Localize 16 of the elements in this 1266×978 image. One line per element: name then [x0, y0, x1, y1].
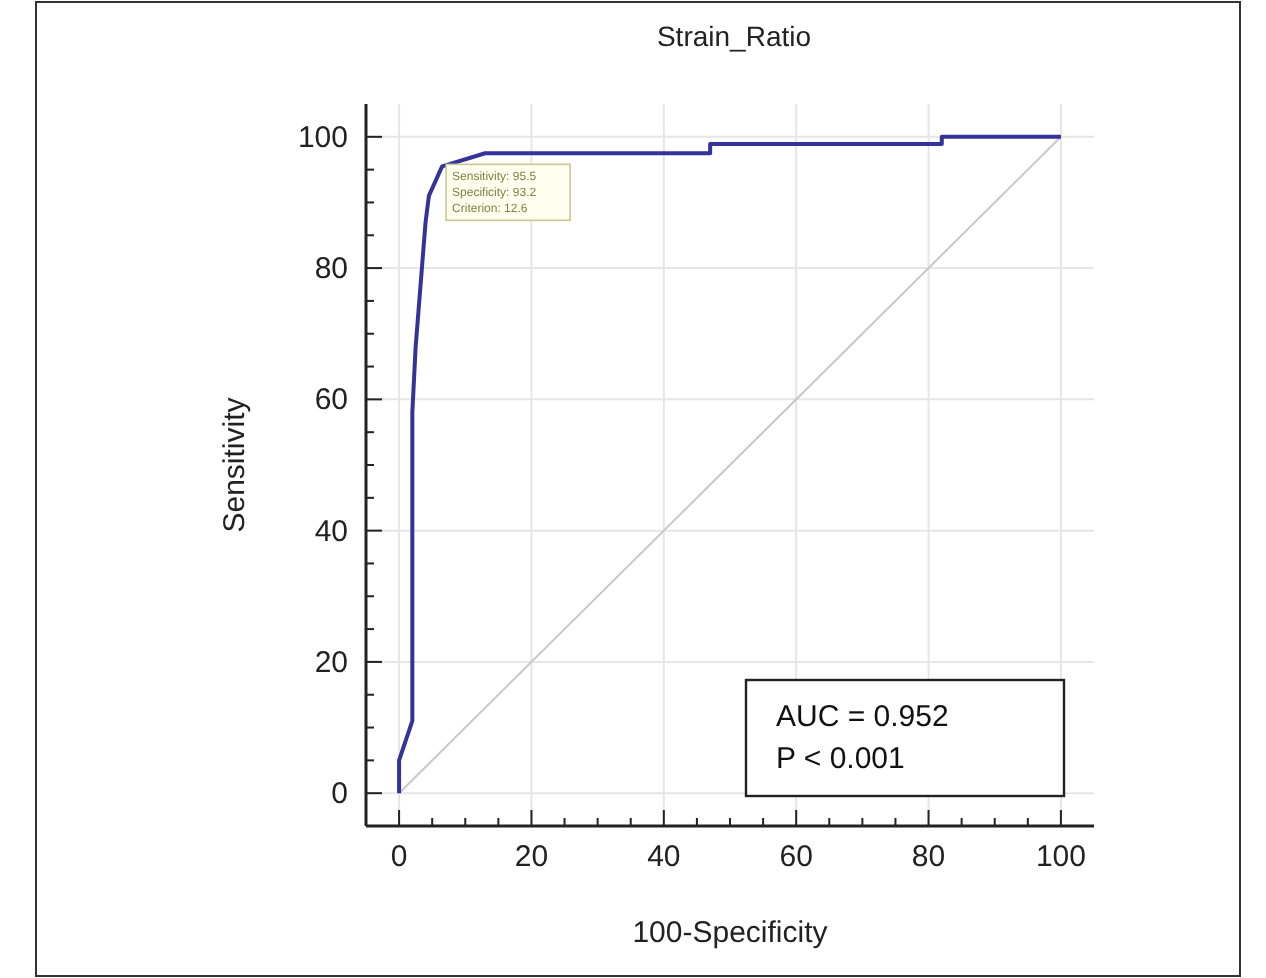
y-tick-label: 80	[314, 252, 348, 287]
x-tick-label: 100	[1035, 840, 1086, 874]
y-tick-label: 0	[331, 777, 348, 812]
x-tick-label: 20	[514, 840, 549, 874]
y-tick-label: 100	[297, 120, 348, 155]
x-tick-label: 0	[390, 840, 408, 874]
x-tick-label: 40	[647, 840, 681, 874]
x-tick-label: 60	[779, 840, 813, 874]
chart-title: Strain_Ratio	[656, 20, 812, 52]
y-tick-label: 20	[314, 645, 348, 680]
y-axis-title: Sensitivity	[218, 396, 252, 533]
y-tick-label: 40	[314, 514, 348, 549]
y-tick-label: 60	[314, 383, 348, 418]
x-tick-label: 80	[911, 840, 946, 874]
annotation: AUC = 0.952 P < 0.001	[776, 700, 949, 776]
x-axis-title: 100-Specificity	[632, 916, 829, 950]
